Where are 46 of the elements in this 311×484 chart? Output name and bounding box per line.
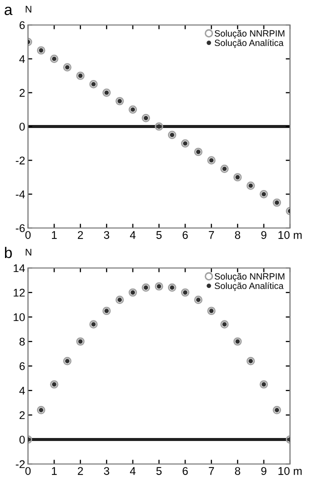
x-tick-label: 8 <box>234 467 240 475</box>
x-tick-label: 9 <box>261 467 266 475</box>
x-tick-label: 7 <box>208 467 214 475</box>
legend-label: Solução Analítica <box>214 39 284 48</box>
x-tick-label: 2 <box>78 231 83 239</box>
x-tick-label: 2 <box>78 467 83 475</box>
y-tick-label: 6 <box>20 362 25 370</box>
y-tick-label: 14 <box>14 264 25 272</box>
x-tick-label: 1 <box>52 231 57 239</box>
x-tick-label: 3 <box>104 467 110 475</box>
chart-title: b <box>4 246 12 258</box>
legend-label: Solução Analítica <box>214 282 284 291</box>
y-axis-title: N <box>26 6 32 13</box>
x-tick-label: 1 <box>52 467 57 475</box>
y-tick-label: -2 <box>16 460 25 468</box>
y-tick-label: 10 <box>14 313 25 322</box>
x-tick-label: 6 <box>182 467 188 475</box>
legend-label: Solução NNRPIM <box>214 30 284 38</box>
x-tick-label: 10 m <box>278 231 302 239</box>
y-tick-label: -4 <box>16 190 25 198</box>
x-tick-label: 9 <box>261 231 266 239</box>
y-tick-label: 4 <box>19 386 25 395</box>
x-tick-label: 5 <box>156 467 162 475</box>
y-tick-label: 4 <box>19 55 25 63</box>
y-tick-label: -6 <box>16 224 25 232</box>
x-tick-label: 4 <box>130 467 136 475</box>
y-tick-label: 0 <box>19 122 25 131</box>
y-tick-label: 2 <box>20 411 25 420</box>
y-axis-title: N <box>26 248 32 256</box>
y-tick-label: 6 <box>20 21 25 30</box>
x-tick-label: 10 m <box>278 467 302 475</box>
x-tick-label: 5 <box>156 231 162 239</box>
y-tick-label: 8 <box>20 338 25 346</box>
y-tick-label: -2 <box>16 156 25 164</box>
x-tick-label: 3 <box>104 231 110 239</box>
legend-label: Solução NNRPIM <box>214 272 284 282</box>
y-tick-label: 12 <box>14 288 25 297</box>
x-tick-label: 0 <box>25 467 31 475</box>
chart-title: a <box>4 6 12 16</box>
x-tick-label: 8 <box>234 231 240 239</box>
x-tick-label: 0 <box>25 231 31 239</box>
y-tick-label: 2 <box>20 88 25 97</box>
x-tick-label: 7 <box>208 231 214 239</box>
x-tick-label: 4 <box>130 231 136 239</box>
x-tick-label: 6 <box>182 231 188 239</box>
y-tick-label: 0 <box>19 436 25 444</box>
